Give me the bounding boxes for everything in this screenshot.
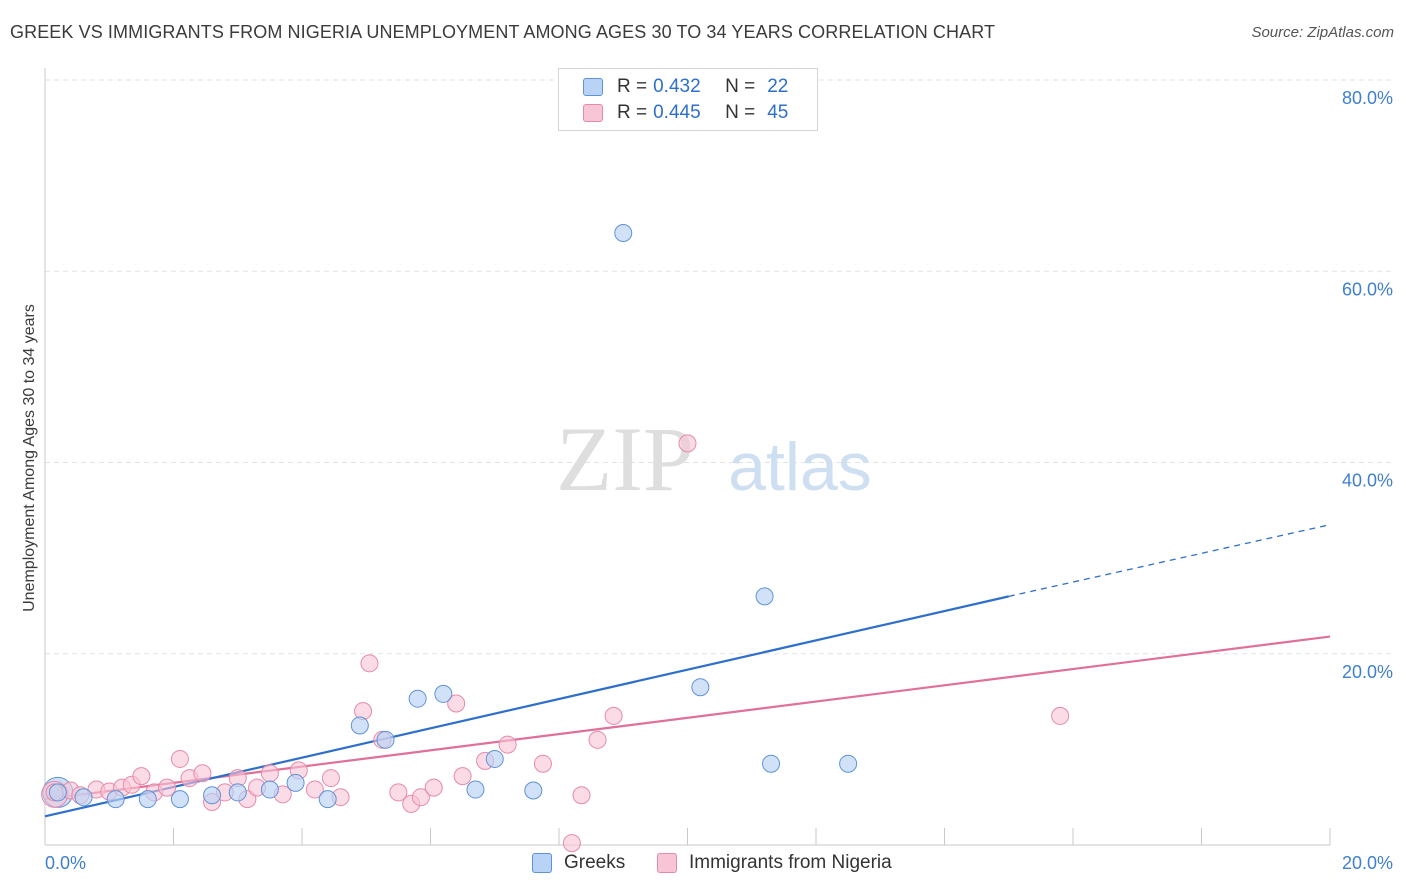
r-label: R =: [617, 76, 648, 97]
y-tick-label: 20.0%: [1342, 662, 1393, 682]
series-legend: Greeks Immigrants from Nigeria: [0, 852, 1406, 878]
chart-title: GREEK VS IMMIGRANTS FROM NIGERIA UNEMPLO…: [10, 22, 996, 42]
point-greeks: [260, 780, 279, 799]
axes: [44, 68, 1331, 846]
point-greeks: [138, 790, 157, 809]
nigeria-legend-label: Immigrants from Nigeria: [689, 852, 892, 873]
point-nigeria: [411, 788, 430, 807]
point-nigeria: [360, 654, 379, 673]
point-greeks: [839, 754, 858, 773]
point-greeks: [376, 730, 395, 749]
point-greeks: [762, 754, 781, 773]
point-nigeria: [193, 764, 212, 783]
point-greeks: [228, 783, 247, 802]
point-greeks: [318, 790, 337, 809]
correlation-legend: R = 0.432 N = 22 R = 0.445 N = 45: [558, 68, 818, 131]
y-tick-labels: 20.0% 40.0% 60.0% 80.0%: [1342, 88, 1393, 682]
legend-item-greeks: Greeks: [532, 852, 625, 874]
greeks-legend-swatch: [532, 853, 552, 873]
point-greeks: [350, 716, 369, 735]
point-greeks: [74, 788, 93, 807]
point-greeks: [524, 781, 543, 800]
n-label: N =: [725, 102, 756, 123]
point-nigeria: [389, 783, 408, 802]
point-greeks: [106, 790, 125, 809]
point-greeks: [434, 684, 453, 703]
trend-line-greeks-extension: [1008, 524, 1331, 598]
point-nigeria: [132, 767, 151, 786]
nigeria-legend-swatch: [657, 853, 677, 873]
point-greeks: [170, 790, 189, 809]
r-value: 0.432: [653, 76, 701, 97]
r-label: R =: [617, 102, 648, 123]
trend-line-nigeria: [44, 635, 1331, 801]
point-nigeria: [424, 778, 443, 797]
legend-item-nigeria: Immigrants from Nigeria: [657, 852, 892, 874]
r-value: 0.445: [653, 102, 701, 123]
watermark: ZIP atlas: [556, 408, 872, 510]
x-tick-labels: 0.0% 20.0%: [45, 853, 1393, 873]
legend-row-nigeria: R = 0.445 N = 45: [583, 101, 788, 125]
point-nigeria: [498, 735, 517, 754]
point-nigeria: [158, 778, 177, 797]
point-nigeria: [305, 780, 324, 799]
y-tick-label: 40.0%: [1342, 471, 1393, 491]
point-greeks: [614, 224, 633, 242]
n-value: 45: [767, 102, 789, 123]
point-nigeria: [321, 769, 340, 788]
greeks-legend-label: Greeks: [564, 852, 626, 873]
grid: [45, 79, 1395, 655]
watermark-atlas: atlas: [728, 429, 872, 505]
data-points: [41, 224, 1070, 853]
watermark-zip: ZIP: [556, 408, 694, 510]
x-tick-label: 20.0%: [1342, 853, 1393, 873]
n-value: 22: [767, 76, 789, 97]
n-label: N =: [725, 76, 756, 97]
x-tick-label: 0.0%: [45, 853, 86, 873]
point-nigeria: [562, 834, 581, 853]
point-greeks: [466, 780, 485, 799]
point-greeks: [485, 749, 504, 768]
point-nigeria: [447, 694, 466, 713]
point-nigeria: [170, 749, 189, 768]
nigeria-swatch: [583, 104, 603, 122]
point-nigeria: [260, 764, 279, 783]
point-nigeria: [604, 706, 623, 725]
y-tick-label: 60.0%: [1342, 279, 1393, 299]
point-nigeria: [572, 786, 591, 805]
point-nigeria: [588, 730, 607, 749]
y-tick-label: 80.0%: [1342, 88, 1393, 108]
point-nigeria: [453, 767, 472, 786]
greeks-swatch: [583, 78, 603, 96]
legend-row-greeks: R = 0.432 N = 22: [583, 75, 788, 99]
point-greeks: [48, 783, 67, 802]
point-greeks: [408, 689, 427, 708]
point-nigeria: [1051, 706, 1070, 725]
point-greeks: [691, 678, 710, 697]
point-greeks: [203, 786, 222, 805]
point-greeks: [286, 773, 305, 792]
point-nigeria: [533, 754, 552, 773]
point-nigeria: [678, 434, 697, 453]
point-greeks: [755, 587, 774, 606]
source-label: Source: ZipAtlas.com: [1251, 24, 1394, 41]
